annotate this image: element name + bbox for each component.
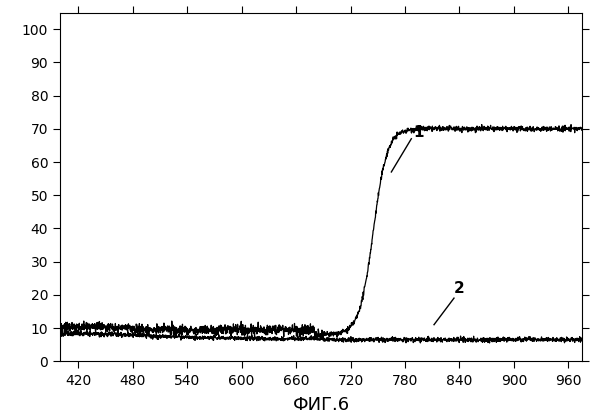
X-axis label: ФИГ.6: ФИГ.6 (292, 396, 350, 414)
Text: 1: 1 (413, 125, 424, 139)
Text: 2: 2 (454, 281, 465, 296)
